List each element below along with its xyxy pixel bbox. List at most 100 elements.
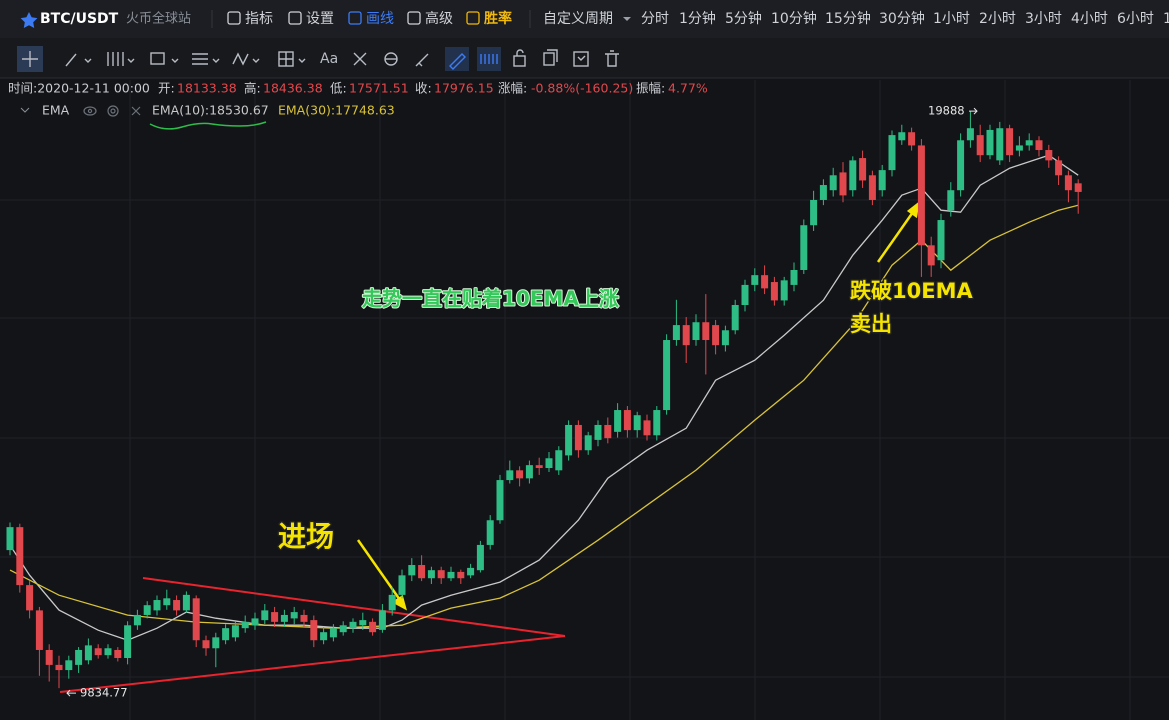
candle-body xyxy=(329,628,337,638)
menu-icon[interactable] xyxy=(466,11,480,25)
candle-body xyxy=(555,450,563,471)
annotation: 跌破10EMA xyxy=(850,279,973,303)
readout-label: 涨幅: xyxy=(498,81,527,96)
min-arrow xyxy=(66,689,76,697)
candle-body xyxy=(1006,128,1014,156)
readout-value: 18133.38 xyxy=(177,81,237,96)
candle-body xyxy=(26,585,34,611)
period-option[interactable]: 30分钟 xyxy=(879,10,925,27)
period-option[interactable]: 2小时 xyxy=(979,11,1016,27)
hand-underline xyxy=(149,121,267,130)
readout-label: 开: xyxy=(158,81,175,96)
readout-value: -0.88%(-160.25) xyxy=(531,81,633,96)
candle-body xyxy=(1025,140,1033,146)
candle-body xyxy=(849,160,857,191)
candle-body xyxy=(888,135,896,171)
text-tool[interactable]: Aa xyxy=(320,51,338,67)
candle-body xyxy=(104,648,112,656)
candle-body xyxy=(251,618,259,626)
period-option[interactable]: 15分钟 xyxy=(825,10,871,27)
menu-item[interactable]: 画线 xyxy=(366,11,394,27)
annotation-arrows xyxy=(356,201,920,611)
indicator-name: EMA xyxy=(42,103,70,118)
period-option[interactable]: 10分钟 xyxy=(771,10,817,27)
readout-value: 17976.15 xyxy=(434,81,494,96)
top-toolbar xyxy=(0,0,1169,38)
candle-body xyxy=(584,435,592,451)
menu-item[interactable]: 设置 xyxy=(306,11,334,27)
candle-body xyxy=(153,600,161,611)
candle-body xyxy=(457,571,465,579)
period-option[interactable]: 分时 xyxy=(641,11,669,27)
annotation: 走势一直在贴着10EMA上涨 xyxy=(362,287,619,311)
candle-body xyxy=(418,565,426,579)
drawing-tool-icons[interactable] xyxy=(17,46,619,72)
candle-body xyxy=(1074,183,1082,192)
period-option[interactable]: 1分钟 xyxy=(679,10,716,27)
candle-body xyxy=(966,128,974,141)
background-grid xyxy=(0,80,1169,720)
candle-body xyxy=(790,269,798,285)
candle-body xyxy=(996,128,1004,161)
candle-body xyxy=(761,275,769,289)
collapse-caret[interactable] xyxy=(20,107,30,113)
time-readout: 时间:2020-12-11 00:00 xyxy=(8,81,150,96)
period-selector[interactable]: 自定义周期 xyxy=(543,11,613,27)
period-option[interactable]: 1 xyxy=(1163,11,1169,27)
dropdown-caret[interactable] xyxy=(623,17,631,21)
candle-body xyxy=(545,458,553,469)
candle-body xyxy=(467,567,475,576)
candle-body xyxy=(408,565,416,576)
favorite-star[interactable] xyxy=(20,12,38,28)
menu-icon[interactable] xyxy=(407,11,421,25)
period-option[interactable]: 1小时 xyxy=(933,11,970,27)
readout-value: 17571.51 xyxy=(349,81,409,96)
candle-body xyxy=(241,621,249,629)
candle-body xyxy=(653,410,661,436)
symbol[interactable]: BTC/USDT xyxy=(40,11,119,27)
candle-body xyxy=(516,470,524,479)
candle-body xyxy=(84,645,92,661)
candle-body xyxy=(868,175,876,200)
max-arrow xyxy=(969,107,978,115)
menu-icon[interactable] xyxy=(288,11,302,25)
menu-icon[interactable] xyxy=(227,11,241,25)
candle-body xyxy=(604,424,612,439)
indicator-controls[interactable] xyxy=(83,105,141,117)
period-option[interactable]: 6小时 xyxy=(1117,11,1154,27)
candle-body xyxy=(643,420,651,436)
period-option[interactable]: 3小时 xyxy=(1025,11,1062,27)
candle-body xyxy=(672,325,680,341)
period-option[interactable]: 4小时 xyxy=(1071,11,1108,27)
candle-body xyxy=(741,284,749,306)
candle-body xyxy=(35,610,43,650)
menu-item[interactable]: 高级 xyxy=(425,10,453,27)
menu-item[interactable]: 指标 xyxy=(245,11,273,27)
candle-body xyxy=(212,637,220,649)
candle-body xyxy=(1064,175,1072,191)
candle-body xyxy=(927,245,935,266)
candle-body xyxy=(16,527,24,586)
candle-body xyxy=(565,424,573,456)
candle-body xyxy=(1055,160,1063,176)
candle-body xyxy=(437,570,445,579)
candle-body xyxy=(290,612,298,619)
period-option[interactable]: 5分钟 xyxy=(725,10,762,27)
ema10-legend: EMA(10):18530.67 xyxy=(152,103,269,118)
candle-body xyxy=(388,594,396,611)
candle-body xyxy=(378,610,386,630)
candle-body xyxy=(222,628,230,641)
readout-value: 18436.38 xyxy=(263,81,323,96)
candle-body xyxy=(986,129,994,156)
candle-body xyxy=(339,625,347,633)
candle-body xyxy=(349,621,357,629)
drawing-toolbar xyxy=(0,38,1169,78)
candle-body xyxy=(1015,145,1023,151)
menu-icon[interactable] xyxy=(348,11,362,25)
candle-body xyxy=(55,664,63,671)
candle-body xyxy=(692,322,700,341)
menu-item[interactable]: 胜率 xyxy=(484,10,512,27)
candle-body xyxy=(878,170,886,191)
candle-body xyxy=(898,132,906,141)
